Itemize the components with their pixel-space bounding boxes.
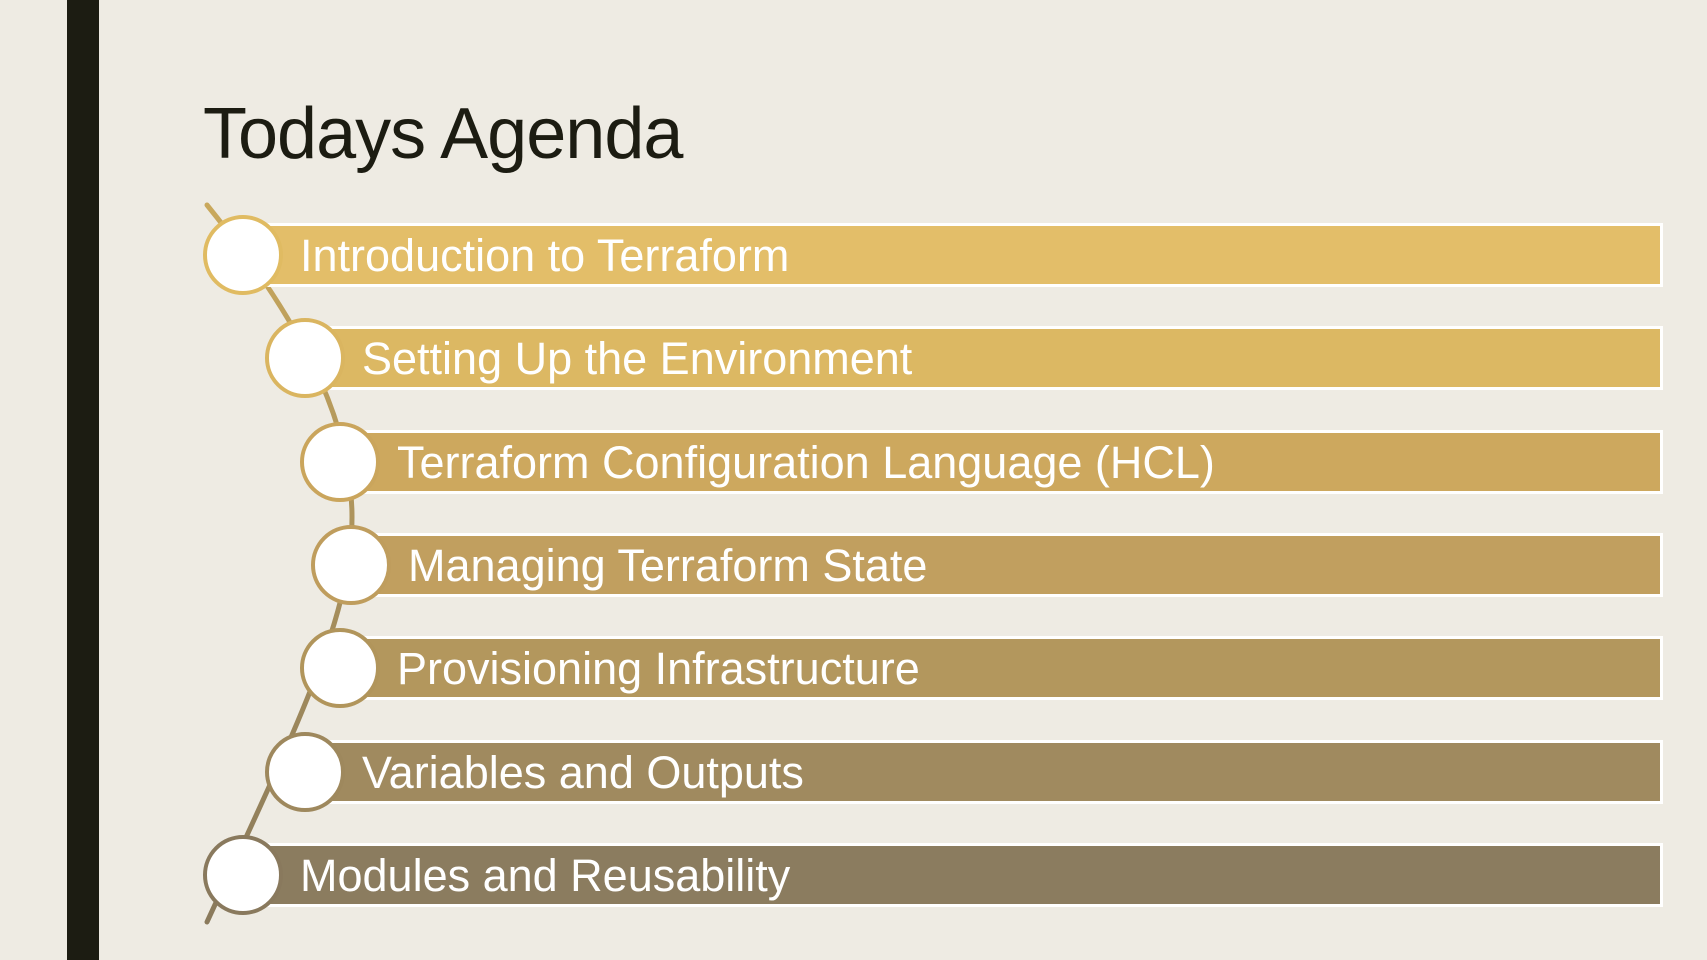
slide-title: Todays Agenda	[203, 94, 683, 174]
agenda-item-label: Variables and Outputs	[362, 746, 804, 798]
agenda-item-label: Provisioning Infrastructure	[397, 642, 920, 694]
agenda-bullet-circle	[265, 318, 345, 398]
side-accent-bar	[67, 0, 99, 960]
agenda-bullet-circle	[300, 628, 380, 708]
agenda-bar[interactable]: Setting Up the Environment	[313, 326, 1663, 390]
agenda-bullet-circle	[265, 732, 345, 812]
agenda-bar[interactable]: Modules and Reusability	[250, 843, 1663, 907]
agenda-bullet-circle	[203, 835, 283, 915]
agenda-item-label: Managing Terraform State	[408, 539, 928, 591]
agenda-bullet-circle	[203, 215, 283, 295]
agenda-bar[interactable]: Provisioning Infrastructure	[347, 636, 1663, 700]
agenda-bar[interactable]: Terraform Configuration Language (HCL)	[347, 430, 1663, 494]
agenda-item-label: Setting Up the Environment	[362, 332, 913, 384]
agenda-item-label: Modules and Reusability	[300, 849, 791, 901]
agenda-item-label: Introduction to Terraform	[300, 229, 790, 281]
agenda-bullet-circle	[311, 525, 391, 605]
agenda-bar[interactable]: Managing Terraform State	[358, 533, 1663, 597]
agenda-bullet-circle	[300, 422, 380, 502]
agenda-bar[interactable]: Variables and Outputs	[313, 740, 1663, 804]
agenda-bar[interactable]: Introduction to Terraform	[250, 223, 1663, 287]
agenda-item-label: Terraform Configuration Language (HCL)	[397, 436, 1215, 488]
